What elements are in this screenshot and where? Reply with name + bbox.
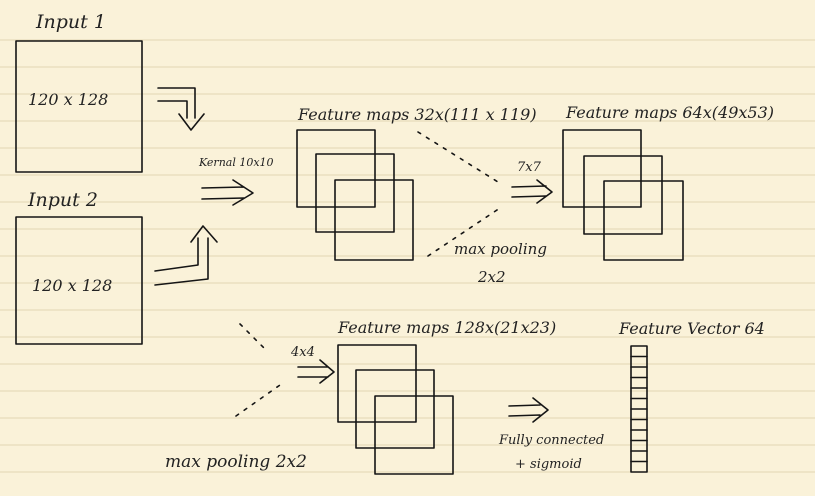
dense-label-line2: + sigmoid — [515, 457, 582, 472]
dense-arrow — [508, 397, 549, 423]
kernel-label: Kernal 10x10 — [199, 156, 274, 169]
conv-arrow-1 — [201, 179, 254, 206]
conv-kernel-7x7: 7x7 — [517, 160, 541, 175]
feature-maps-128-stack — [337, 344, 454, 475]
input-1-title: Input 1 — [36, 11, 106, 33]
input-1-size: 120 x 128 — [28, 90, 109, 109]
input-2-size: 120 x 128 — [32, 276, 113, 295]
conv-arrow-2 — [511, 179, 553, 204]
merge-arrow-1 — [157, 87, 205, 131]
feature-maps-64-label: Feature maps 64x(49x53) — [566, 103, 775, 122]
feature-maps-32-label: Feature maps 32x(111 x 119) — [298, 105, 537, 124]
dense-label-line1: Fully connected — [499, 433, 605, 448]
dotted-connector-3 — [239, 323, 267, 351]
conv-kernel-4x4: 4x4 — [291, 345, 315, 360]
feature-maps-128-label: Feature maps 128x(21x23) — [338, 318, 557, 337]
input-2-box — [15, 216, 143, 345]
max-pooling-1-size: 2x2 — [478, 268, 506, 286]
feature-maps-64-stack — [562, 129, 684, 261]
dotted-connector-2 — [427, 207, 501, 257]
dotted-connector-4 — [235, 384, 281, 417]
input-2-title: Input 2 — [28, 189, 98, 211]
max-pooling-1-label: max pooling — [454, 240, 547, 258]
feature-maps-32-stack — [296, 129, 414, 261]
feature-vector-label: Feature Vector 64 — [619, 319, 765, 338]
max-pooling-2-label: max pooling 2x2 — [165, 452, 307, 472]
input-1-box — [15, 40, 143, 173]
ruled-paper-lines — [0, 39, 815, 473]
merge-arrow-2 — [154, 225, 218, 286]
feature-vector — [630, 345, 648, 473]
conv-arrow-3 — [297, 359, 335, 384]
